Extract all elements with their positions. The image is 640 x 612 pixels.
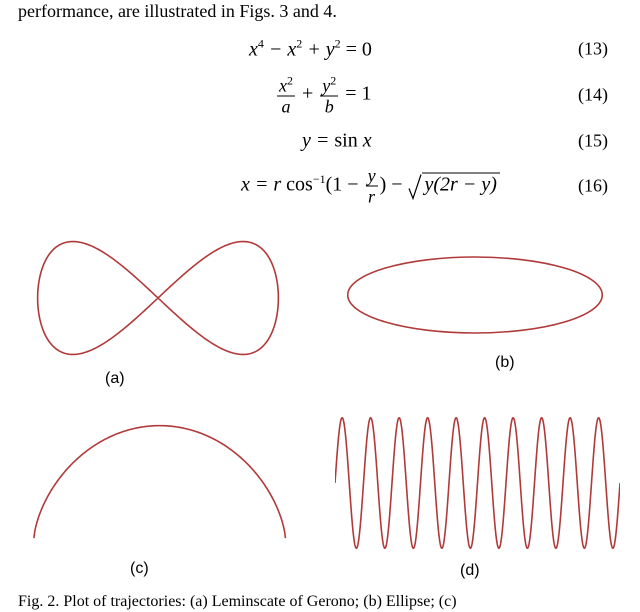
- plot-b-ellipse: [335, 240, 615, 350]
- page-text-fragment-top: performance, are illustrated in Figs. 3 …: [18, 0, 622, 23]
- equation-14-body: x2a + y2b = 1: [275, 75, 372, 116]
- equations-block: x4 − x2 + y2 = 0 (13) x2a + y2b = 1 (14)…: [0, 28, 640, 210]
- plot-a-lemniscate: [28, 228, 288, 368]
- plot-a-svg: [28, 228, 288, 368]
- equation-13: x4 − x2 + y2 = 0 (13): [0, 28, 640, 70]
- equation-15-number: (15): [578, 131, 608, 152]
- equation-13-number: (13): [578, 39, 608, 60]
- plot-d-sine: [335, 408, 620, 558]
- plot-c-svg: [30, 420, 290, 555]
- equation-15: y = sin x (15): [0, 120, 640, 162]
- equation-16-number: (16): [578, 176, 608, 197]
- equation-13-body: x4 − x2 + y2 = 0: [249, 37, 372, 62]
- figure-2-caption-fragment: Fig. 2. Plot of trajectories: (a) Lemins…: [18, 592, 622, 612]
- plot-d-label: (d): [460, 562, 480, 580]
- plot-b-svg: [335, 240, 615, 350]
- equation-14-number: (14): [578, 85, 608, 106]
- equation-16: x = r cos−1(1 − yr) − y(2r − y) (16): [0, 162, 640, 210]
- plot-c-label: (c): [130, 560, 149, 578]
- equation-15-body: y = sin x: [302, 130, 372, 153]
- plot-b-label: (b): [495, 354, 515, 372]
- equation-14: x2a + y2b = 1 (14): [0, 70, 640, 120]
- equation-16-body: x = r cos−1(1 − yr) − y(2r − y): [241, 167, 500, 206]
- plot-d-svg: [335, 408, 620, 558]
- plot-c-cycloid: [30, 420, 290, 555]
- plot-a-label: (a): [105, 370, 125, 388]
